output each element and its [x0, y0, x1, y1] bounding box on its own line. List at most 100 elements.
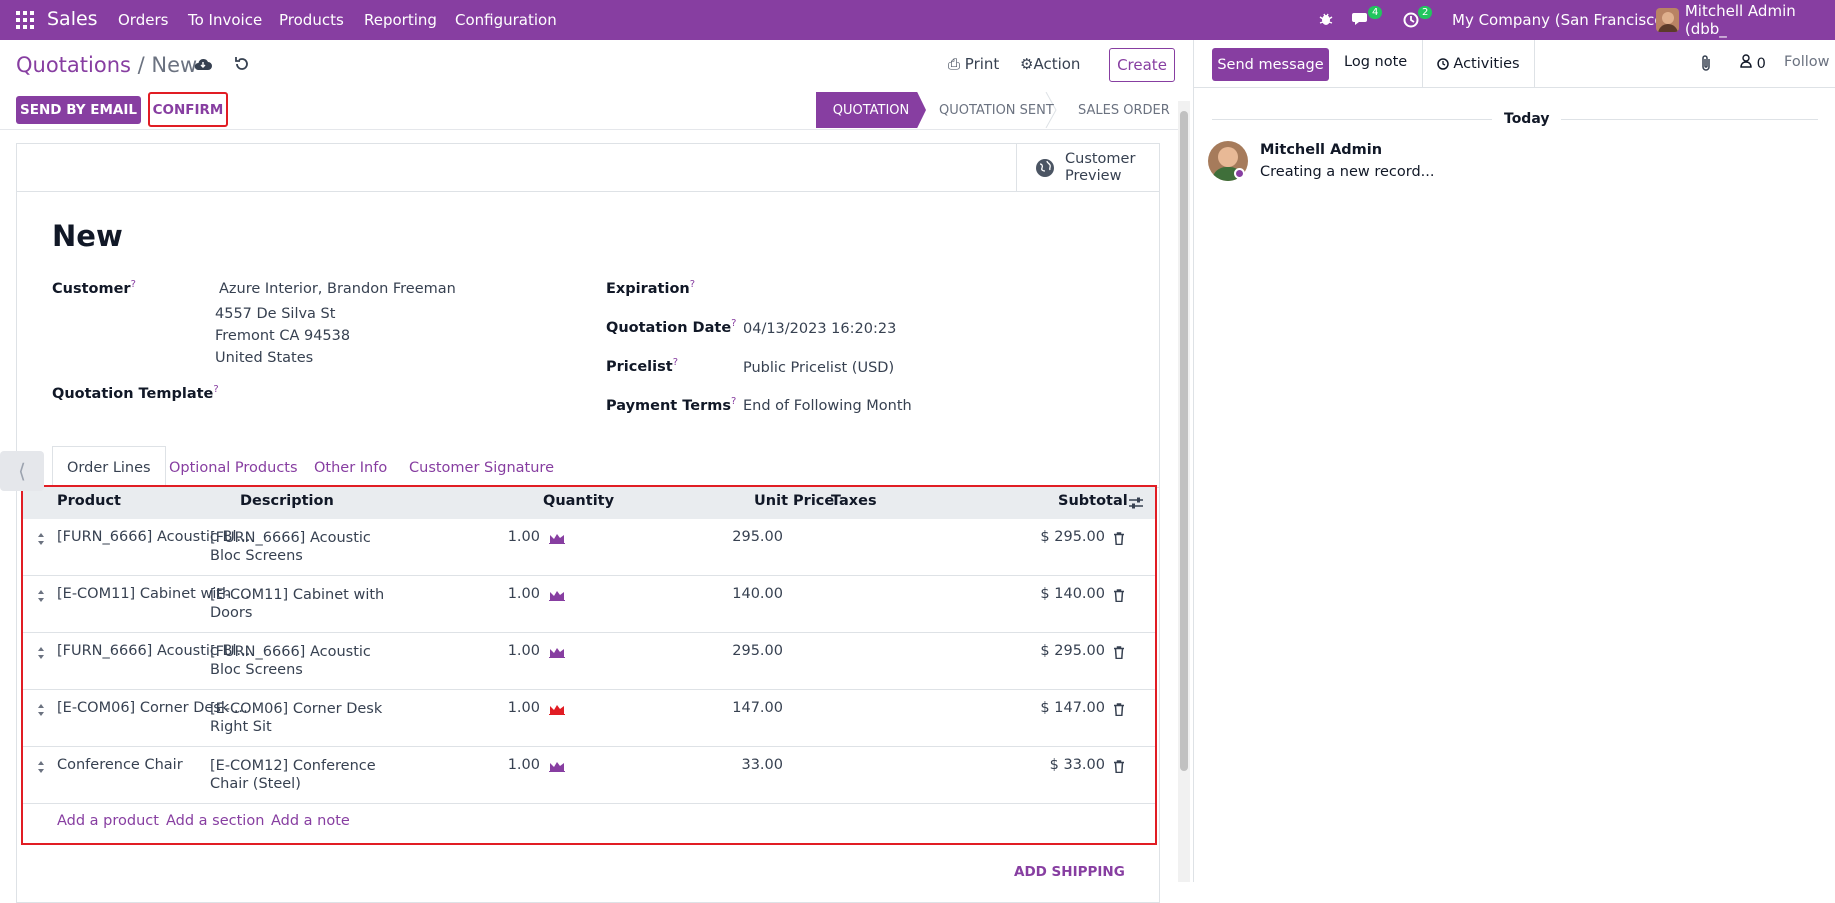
print-button[interactable]: ⎙ Print [948, 55, 999, 73]
activities-button[interactable]: Activities [1422, 40, 1535, 88]
col-description[interactable]: Description [240, 493, 334, 509]
menu-configuration[interactable]: Configuration [455, 11, 557, 29]
action-button[interactable]: ⚙Action [1020, 55, 1080, 73]
line-unit-price[interactable]: 295.00 [732, 643, 783, 659]
drag-handle-icon[interactable] [37, 532, 45, 546]
tab-customer-signature[interactable]: Customer Signature [409, 459, 554, 476]
stage-quotation[interactable]: QUOTATION [816, 92, 926, 128]
send-by-email-button[interactable]: SEND BY EMAIL [16, 96, 141, 124]
payment-terms-field[interactable]: End of Following Month [743, 398, 912, 414]
forecast-chart-icon[interactable] [549, 703, 565, 715]
expiration-field[interactable] [742, 277, 1142, 301]
col-quantity[interactable]: Quantity [543, 493, 615, 509]
line-product[interactable]: [E-COM11] Cabinet with ... [57, 586, 250, 602]
line-quantity[interactable]: 1.00 [507, 586, 540, 602]
messages-icon[interactable] [1352, 12, 1370, 27]
table-row[interactable]: Conference Chair [E-COM12] Conference Chai… [23, 747, 1155, 804]
add-product-link[interactable]: Add a product [57, 813, 159, 829]
tab-order-lines[interactable]: Order Lines [52, 446, 166, 489]
line-description[interactable]: [FURN_6666] Acoustic Bloc Screens [210, 644, 371, 678]
drag-handle-icon[interactable] [37, 589, 45, 603]
forecast-chart-icon[interactable] [549, 646, 565, 658]
table-row[interactable]: [FURN_6666] Acoustic Bl... [FURN_6666] Ac… [23, 519, 1155, 576]
line-product[interactable]: Conference Chair [57, 757, 183, 773]
trash-icon[interactable] [1113, 646, 1125, 659]
discard-icon[interactable] [234, 56, 250, 72]
table-row[interactable]: [E-COM06] Corner Desk ... [E-COM06] Corne… [23, 690, 1155, 747]
customer-preview-button[interactable]: Customer Preview [1016, 144, 1159, 192]
drag-handle-icon[interactable] [37, 646, 45, 660]
add-section-link[interactable]: Add a section [166, 813, 265, 829]
customer-field[interactable]: Azure Interior, Brandon Freeman [219, 281, 456, 297]
line-unit-price[interactable]: 33.00 [741, 757, 783, 773]
trash-icon[interactable] [1113, 532, 1125, 545]
app-brand[interactable]: Sales [47, 8, 98, 30]
quotation-date-field[interactable]: 04/13/2023 16:20:23 [743, 321, 897, 337]
drag-handle-icon[interactable] [37, 760, 45, 774]
help-mark[interactable]: ? [730, 396, 737, 407]
line-quantity[interactable]: 1.00 [507, 757, 540, 773]
trash-icon[interactable] [1113, 703, 1125, 716]
table-row[interactable]: [FURN_6666] Acoustic Bl... [FURN_6666] Ac… [23, 633, 1155, 690]
forecast-chart-icon[interactable] [549, 532, 565, 544]
forecast-chart-icon[interactable] [549, 760, 565, 772]
help-mark[interactable]: ? [672, 357, 678, 368]
line-quantity[interactable]: 1.00 [507, 643, 540, 659]
forecast-chart-icon[interactable] [549, 589, 565, 601]
line-description[interactable]: [E-COM06] Corner Desk Right Sit [210, 701, 383, 735]
apps-menu-icon[interactable] [16, 11, 34, 29]
col-subtotal[interactable]: Subtotal [1058, 493, 1128, 509]
table-row[interactable]: [E-COM11] Cabinet with ... [E-COM11] Cabi… [23, 576, 1155, 633]
line-unit-price[interactable]: 140.00 [732, 586, 783, 602]
scrollbar-thumb[interactable] [1180, 111, 1188, 771]
line-product[interactable]: [FURN_6666] Acoustic Bl... [57, 643, 251, 659]
stage-sales-order[interactable]: SALES ORDER [1078, 102, 1170, 118]
menu-products[interactable]: Products [279, 11, 344, 29]
create-button[interactable]: Create [1109, 48, 1175, 82]
line-product[interactable]: [E-COM06] Corner Desk ... [57, 700, 248, 716]
line-description[interactable]: [E-COM12] Conference Chair (Steel) [210, 758, 376, 792]
log-note-button[interactable]: Log note [1344, 54, 1408, 70]
user-menu[interactable]: Mitchell Admin (dbb_ [1656, 0, 1835, 40]
line-quantity[interactable]: 1.00 [507, 700, 540, 716]
followers-button[interactable]: 0 [1740, 54, 1766, 72]
drag-handle-icon[interactable] [37, 703, 45, 717]
menu-to-invoice[interactable]: To Invoice [188, 11, 263, 29]
line-description[interactable]: [E-COM11] Cabinet with Doors [210, 587, 385, 621]
pricelist-field[interactable]: Public Pricelist (USD) [743, 360, 895, 376]
form-scrollbar[interactable] [1178, 101, 1190, 882]
previous-record-button[interactable]: ⟨ [0, 451, 44, 491]
bug-icon[interactable] [1318, 11, 1334, 27]
tab-optional-products[interactable]: Optional Products [169, 459, 298, 476]
optional-columns-icon[interactable] [1128, 496, 1144, 510]
help-mark[interactable]: ? [731, 318, 737, 329]
col-product[interactable]: Product [57, 493, 121, 509]
company-switcher[interactable]: My Company (San Francisco) [1452, 11, 1670, 29]
stage-quotation-sent[interactable]: QUOTATION SENT [939, 102, 1054, 118]
activity-clock-icon[interactable] [1403, 12, 1419, 28]
add-note-link[interactable]: Add a note [271, 813, 350, 829]
confirm-button[interactable]: CONFIRM [148, 92, 228, 127]
line-unit-price[interactable]: 147.00 [732, 700, 783, 716]
trash-icon[interactable] [1113, 589, 1125, 602]
send-message-button[interactable]: Send message [1212, 48, 1329, 81]
menu-reporting[interactable]: Reporting [364, 11, 437, 29]
help-mark[interactable]: ? [689, 279, 696, 290]
tab-other-info[interactable]: Other Info [314, 459, 388, 476]
line-product[interactable]: [FURN_6666] Acoustic Bl... [57, 529, 251, 545]
save-cloud-icon[interactable] [194, 57, 212, 71]
message-author[interactable]: Mitchell Admin [1260, 142, 1383, 158]
menu-orders[interactable]: Orders [118, 11, 169, 29]
help-mark[interactable]: ? [130, 279, 136, 290]
add-shipping-button[interactable]: ADD SHIPPING [1014, 864, 1125, 880]
help-mark[interactable]: ? [213, 384, 219, 395]
breadcrumb-quotations[interactable]: Quotations [16, 53, 131, 77]
line-description[interactable]: [FURN_6666] Acoustic Bloc Screens [210, 530, 371, 564]
col-unit-price[interactable]: Unit Price [754, 493, 835, 509]
trash-icon[interactable] [1113, 760, 1125, 773]
col-taxes[interactable]: Taxes [831, 493, 877, 509]
line-quantity[interactable]: 1.00 [507, 529, 540, 545]
follow-button[interactable]: Follow [1784, 54, 1830, 70]
line-unit-price[interactable]: 295.00 [732, 529, 783, 545]
paperclip-icon[interactable] [1699, 54, 1713, 72]
